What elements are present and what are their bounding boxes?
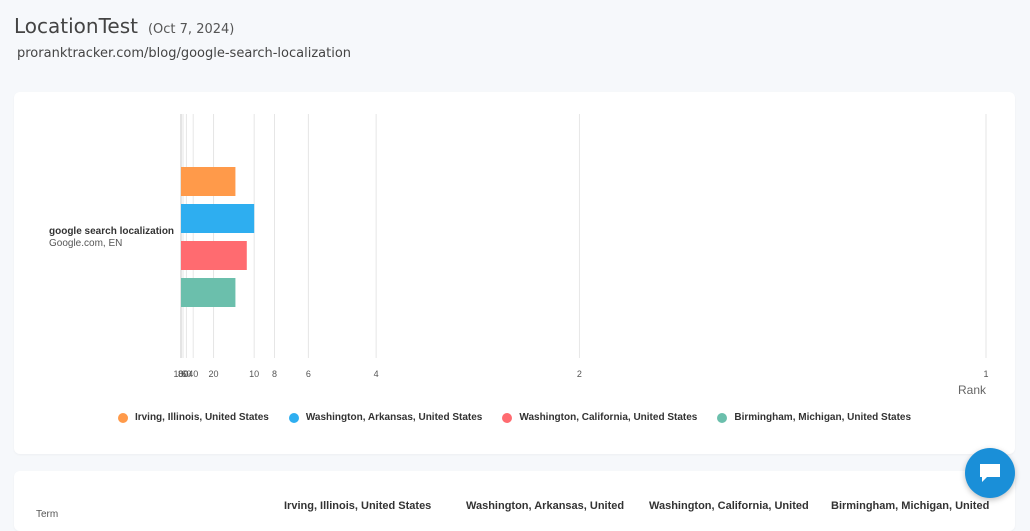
x-tick-label: 4 [374,369,379,379]
x-tick-label: 2 [577,369,582,379]
bar-washington-california-united-states[interactable] [181,241,247,270]
row-label: google search localization Google.com, E… [49,226,174,250]
bar-irving-illinois-united-states[interactable] [181,167,236,196]
x-tick-label: 8 [272,369,277,379]
x-tick-label: 10 [249,369,259,379]
page-header: LocationTest (Oct 7, 2024) proranktracke… [14,14,351,61]
x-tick-label: 100 [173,369,188,379]
row-term: google search localization [49,226,175,237]
legend-item[interactable]: Irving, Illinois, United States [117,412,269,423]
legend-item[interactable]: Birmingham, Michigan, United States [717,412,911,423]
column-header-irving[interactable]: Irving, Illinois, United States [284,500,432,512]
page-title: LocationTest [14,14,138,38]
chart-legend: Irving, Illinois, United States Washingto… [14,412,1015,423]
bar-washington-arkansas-united-states[interactable] [181,204,255,233]
legend-label: Washington, California, United States [519,412,698,423]
x-tick-label: 6 [306,369,311,379]
x-tick-label: 20 [209,369,219,379]
page-url[interactable]: proranktracker.com/blog/google-search-lo… [17,46,352,61]
chart-card: google search localization Google.com, E… [14,92,1015,454]
legend-item[interactable]: Washington, Arkansas, United States [288,412,483,423]
column-header-birmingham[interactable]: Birmingham, Michigan, United [831,500,990,512]
row-engine: Google.com, EN [49,238,123,249]
legend-label: Birmingham, Michigan, United States [734,412,912,423]
x-tick-label: 60 [181,369,191,379]
legend-dot [117,412,128,423]
x-tick-label: 40 [188,369,198,379]
x-axis-label: Rank [958,383,987,397]
x-tick-label: 1 [983,369,988,379]
report-date: (Oct 7, 2024) [147,22,235,37]
legend-dot [717,412,728,423]
x-tick-label: 80 [178,369,188,379]
legend-label: Irving, Illinois, United States [134,412,269,423]
chat-icon [980,464,1000,482]
column-header-washington-ca[interactable]: Washington, California, United [649,500,809,512]
chat-button[interactable] [965,448,1015,498]
legend-dot [288,412,299,423]
legend-item[interactable]: Washington, California, United States [502,412,697,423]
bar-birmingham-michigan-united-states[interactable] [181,278,236,307]
term-header: Term [36,509,59,520]
column-header-washington-ar[interactable]: Washington, Arkansas, United [466,500,625,512]
legend-dot [502,412,513,423]
results-table: Term Irving, Illinois, United States Was… [14,471,1015,531]
legend-label: Washington, Arkansas, United States [305,412,483,423]
